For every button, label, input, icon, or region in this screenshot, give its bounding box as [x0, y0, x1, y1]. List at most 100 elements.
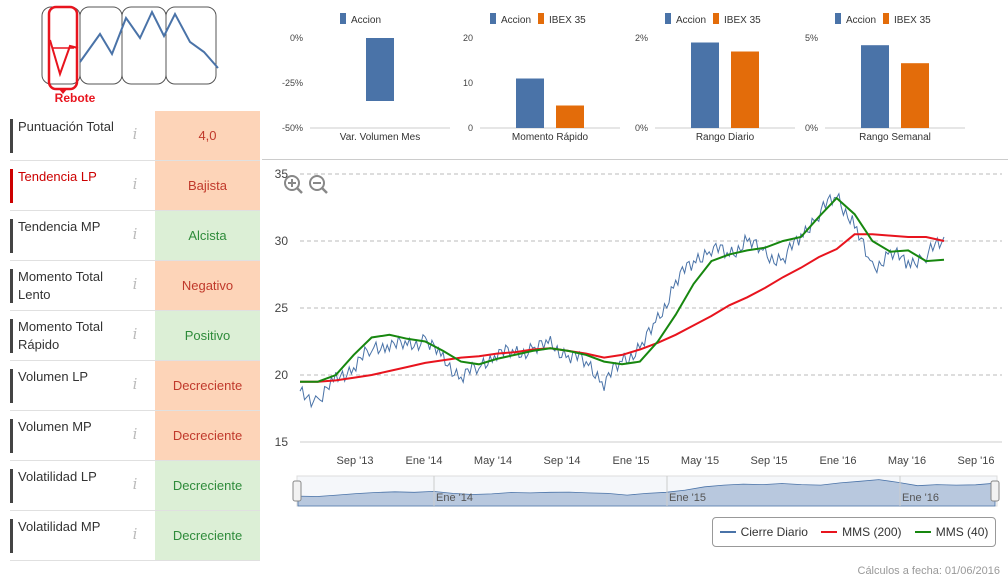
indicator-label: Tendencia MP — [18, 219, 101, 234]
indicator-panel: Rebote Puntuación Total i 4,0 Tendencia LP i… — [0, 0, 260, 583]
indicator-row: Momento Total Rápido i Positivo — [10, 311, 260, 361]
bar-ibex — [731, 51, 759, 128]
series-mms-200 — [300, 233, 945, 383]
info-icon[interactable]: i — [132, 425, 138, 443]
legend-item[interactable]: MMS (200) — [821, 525, 902, 539]
price-chart: 35 30 25 20 15 Sep '13 Ene '14 May '14 Sep '14 En… — [262, 160, 1008, 520]
legend-line — [821, 531, 838, 533]
divider — [262, 159, 1008, 160]
legend-label: IBEX 35 — [549, 15, 586, 26]
row-marker — [10, 469, 13, 503]
row-marker — [10, 319, 13, 353]
indicator-label: Volatilidad LP — [18, 469, 97, 484]
y-tick-label: -50% — [282, 123, 303, 133]
indicator-row: Volumen LP i Decreciente — [10, 361, 260, 411]
indicator-row: Momento Total Lento i Negativo — [10, 261, 260, 311]
indicator-value: 4,0 — [155, 111, 260, 160]
navigator[interactable]: Ene '14 Ene '15 Ene '16 — [292, 475, 1000, 507]
x-tick-label: May '14 — [474, 455, 512, 467]
y-tick-label: 35 — [275, 167, 289, 181]
info-icon[interactable]: i — [132, 475, 138, 493]
indicator-label: Momento Total Lento — [18, 269, 104, 302]
y-tick-label: 30 — [275, 234, 289, 248]
indicator-value: Positivo — [155, 311, 260, 360]
chart-title: Var. Volumen Mes — [340, 132, 420, 143]
bar-accion — [861, 45, 889, 129]
legend-swatch — [538, 13, 544, 24]
indicator-value: Alcista — [155, 211, 260, 260]
navigator-right-handle[interactable] — [990, 480, 1000, 502]
legend-label: MMS (200) — [842, 525, 902, 539]
main-legend: Cierre Diario MMS (200) MMS (40) — [712, 517, 996, 547]
navigator-series — [297, 479, 996, 507]
series-mms-40 — [300, 196, 945, 383]
zoom-out-icon[interactable] — [309, 175, 328, 194]
y-tick-label: 2% — [635, 33, 648, 43]
legend-swatch — [713, 13, 719, 24]
navigator-tick-label: Ene '14 — [436, 492, 473, 504]
indicator-value: Decreciente — [155, 411, 260, 460]
y-tick-label: 20 — [463, 33, 473, 43]
y-tick-label: 25 — [275, 301, 289, 315]
info-icon[interactable]: i — [132, 125, 138, 143]
indicator-value: Negativo — [155, 261, 260, 310]
legend-swatch — [883, 13, 889, 24]
indicator-row: Puntuación Total i 4,0 — [10, 111, 260, 161]
mini-bar-chart: Accion IBEX 35 2% 0% Rango Diario — [635, 13, 795, 143]
legend-swatch — [835, 13, 841, 24]
indicator-label: Puntuación Total — [18, 119, 114, 134]
y-tick-label: 0 — [468, 123, 473, 133]
legend-label: Accion — [501, 15, 531, 26]
info-icon[interactable]: i — [132, 375, 138, 393]
legend-line — [914, 531, 931, 533]
legend-label: Cierre Diario — [740, 525, 808, 539]
y-tick-label: 10 — [463, 78, 473, 88]
indicator-label: Volatilidad MP — [18, 519, 101, 534]
x-tick-label: Ene '16 — [820, 455, 857, 467]
indicator-label: Volumen LP — [18, 369, 89, 384]
legend-swatch — [340, 13, 346, 24]
info-icon[interactable]: i — [132, 225, 138, 243]
legend-item[interactable]: MMS (40) — [914, 525, 988, 539]
y-tick-label: 0% — [635, 123, 648, 133]
rebote-pattern-icon[interactable]: Rebote — [40, 2, 220, 106]
x-tick-label: Sep '14 — [544, 455, 581, 467]
indicator-value: Bajista — [155, 161, 260, 210]
chart-title: Rango Diario — [696, 132, 755, 143]
row-marker — [10, 169, 13, 203]
indicator-row: Tendencia MP i Alcista — [10, 211, 260, 261]
legend-label: Accion — [846, 15, 876, 26]
legend-label: IBEX 35 — [724, 15, 761, 26]
y-tick-label: 0% — [805, 123, 818, 133]
info-icon[interactable]: i — [132, 325, 138, 343]
y-tick-label: 5% — [805, 33, 818, 43]
row-marker — [10, 269, 13, 303]
row-marker — [10, 219, 13, 253]
y-tick-label: 15 — [275, 435, 289, 449]
bar-accion — [691, 42, 719, 128]
y-tick-label: 20 — [275, 368, 289, 382]
x-tick-label: May '15 — [681, 455, 719, 467]
zoom-in-icon[interactable] — [284, 175, 303, 194]
info-icon[interactable]: i — [132, 175, 138, 193]
info-icon[interactable]: i — [132, 525, 138, 543]
navigator-left-handle[interactable] — [292, 480, 302, 502]
chart-title: Rango Semanal — [859, 132, 931, 143]
indicator-value: Decreciente — [155, 511, 260, 560]
y-tick-label: 0% — [290, 33, 303, 43]
calc-date: Cálculos a fecha: 01/06/2016 — [857, 565, 1001, 577]
navigator-tick-label: Ene '15 — [669, 492, 706, 504]
legend-swatch — [665, 13, 671, 24]
indicator-label: Momento Total Rápido — [18, 319, 104, 352]
indicator-value: Decreciente — [155, 461, 260, 510]
indicator-value: Decreciente — [155, 361, 260, 410]
chart-title: Momento Rápido — [512, 132, 589, 143]
x-tick-label: Sep '13 — [337, 455, 374, 467]
legend-label: IBEX 35 — [894, 15, 931, 26]
bar-accion — [366, 38, 394, 101]
indicator-label: Volumen MP — [18, 419, 92, 434]
y-tick-label: -25% — [282, 78, 303, 88]
info-icon[interactable]: i — [132, 275, 138, 293]
mini-bar-chart: Accion IBEX 35 5% 0% Rango Semanal — [805, 13, 965, 143]
legend-item[interactable]: Cierre Diario — [719, 525, 808, 539]
